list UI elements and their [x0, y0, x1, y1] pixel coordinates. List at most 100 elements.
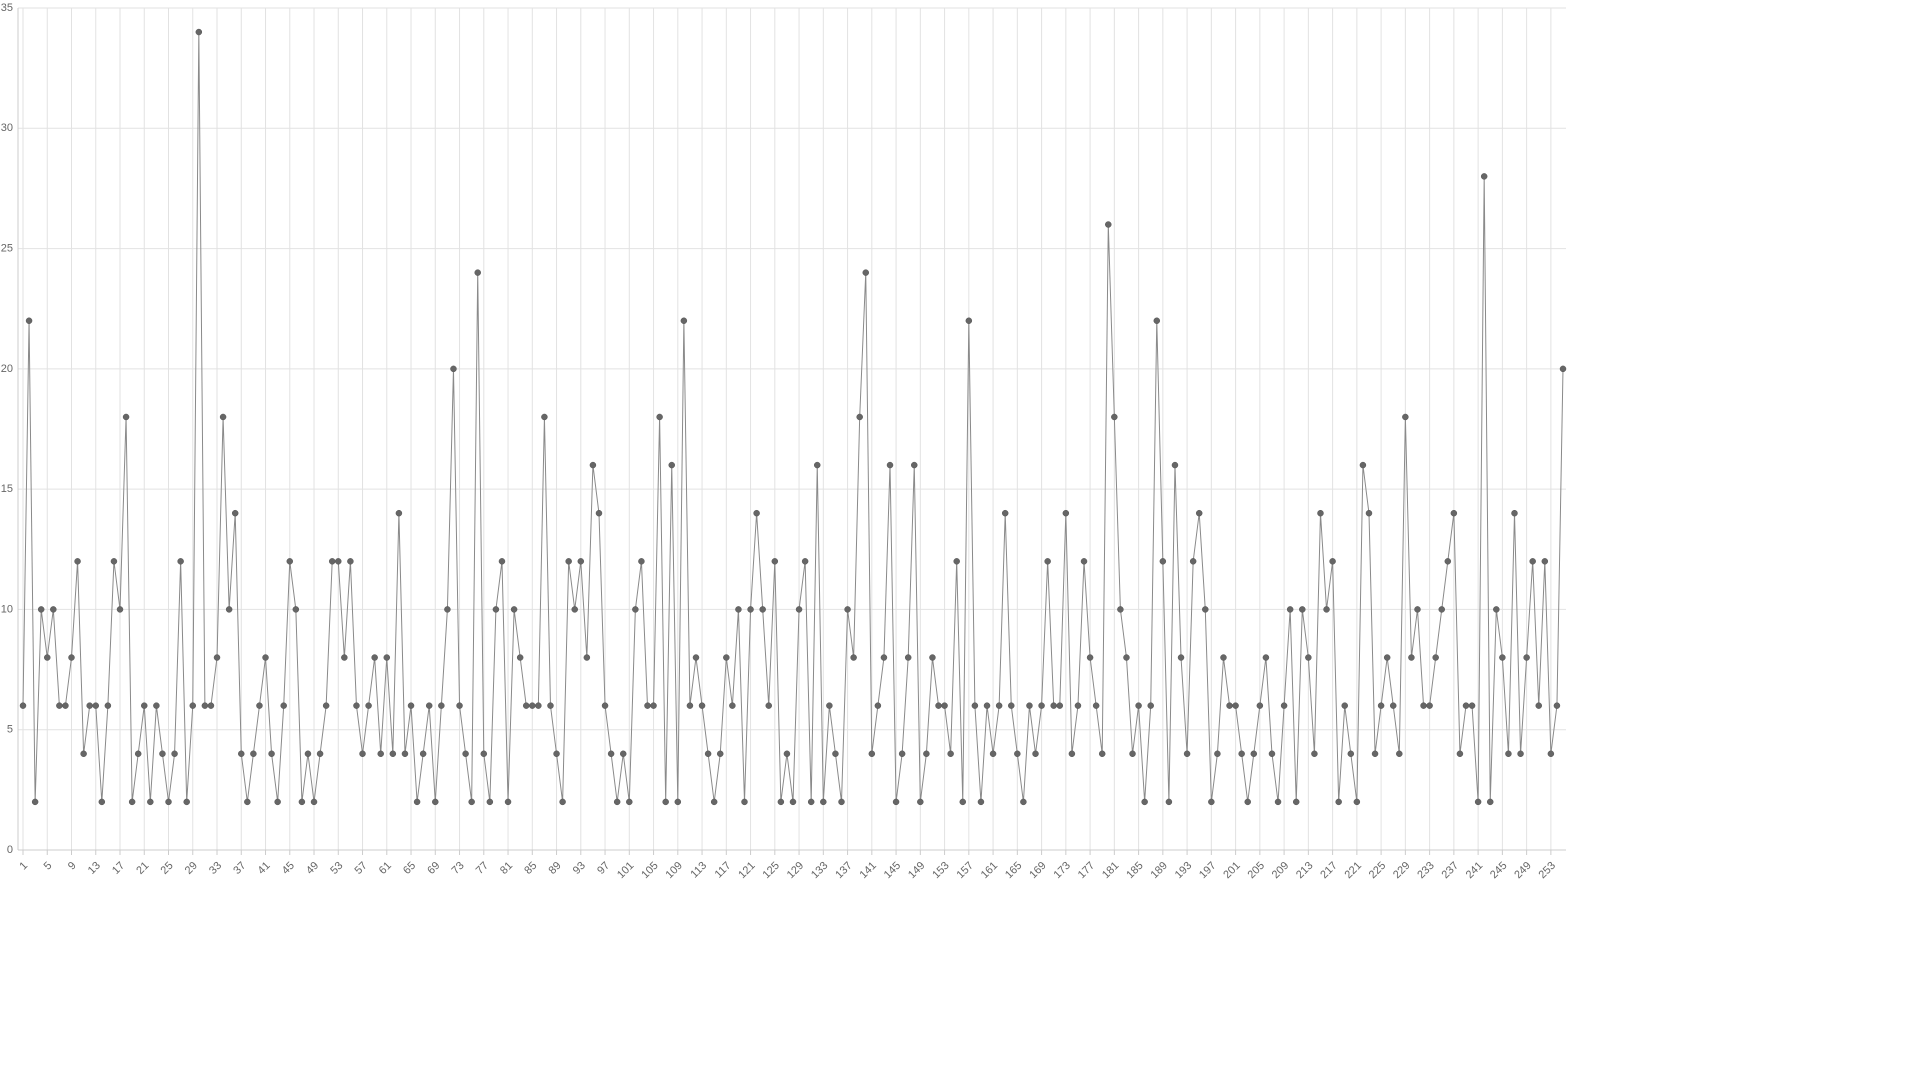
data-point	[735, 606, 742, 613]
data-point	[977, 798, 985, 806]
data-point	[814, 461, 821, 469]
data-point	[1402, 413, 1409, 421]
data-point	[1014, 750, 1021, 758]
y-tick-label: 0	[7, 844, 13, 856]
data-point	[1414, 606, 1421, 613]
x-tick-label: 5	[42, 860, 55, 873]
data-point	[419, 750, 427, 758]
data-point	[207, 702, 215, 709]
data-point	[929, 654, 936, 661]
data-point	[353, 702, 360, 709]
data-point	[104, 702, 112, 709]
x-tick-label: 125	[761, 860, 782, 881]
data-point	[1232, 702, 1239, 709]
x-tick-label: 73	[450, 860, 467, 877]
data-point	[1359, 461, 1367, 469]
data-point	[413, 798, 421, 806]
data-point	[310, 798, 318, 806]
data-point	[383, 654, 391, 661]
x-tick-label: 185	[1124, 860, 1145, 881]
data-point	[86, 702, 93, 709]
data-point	[1238, 750, 1245, 758]
data-point	[1117, 606, 1124, 613]
data-point	[407, 702, 415, 709]
data-point	[68, 654, 75, 661]
data-point	[995, 702, 1003, 709]
data-point	[316, 750, 324, 758]
data-point	[159, 750, 166, 758]
data-point	[389, 750, 397, 758]
data-point	[456, 702, 463, 709]
data-point	[650, 702, 657, 709]
data-point	[565, 558, 572, 565]
data-point	[298, 798, 306, 806]
x-tick-label: 17	[110, 860, 127, 877]
data-point	[328, 558, 336, 565]
data-point	[80, 750, 87, 758]
data-point	[656, 413, 663, 421]
data-point	[638, 558, 645, 565]
data-point	[844, 606, 851, 613]
data-point	[698, 702, 706, 709]
data-point	[577, 558, 585, 565]
data-point	[74, 558, 81, 565]
data-point	[1299, 606, 1306, 613]
data-point	[971, 702, 979, 709]
x-tick-label: 33	[207, 860, 224, 877]
data-point	[1147, 702, 1154, 709]
data-point	[213, 654, 221, 661]
data-point	[1438, 606, 1445, 613]
data-point	[238, 750, 245, 758]
data-point	[1365, 509, 1373, 517]
x-tick-label: 197	[1197, 860, 1218, 881]
data-point	[492, 606, 500, 613]
data-point	[122, 413, 130, 421]
data-point	[19, 702, 27, 709]
data-point	[474, 269, 481, 276]
data-point	[547, 702, 554, 709]
data-point	[1020, 798, 1027, 806]
x-tick-label: 85	[522, 860, 539, 877]
x-tick-label: 81	[498, 860, 515, 877]
data-point	[1432, 654, 1439, 661]
data-point	[626, 798, 633, 806]
data-point	[1141, 798, 1148, 806]
x-tick-label: 249	[1512, 860, 1533, 881]
data-point	[1086, 654, 1094, 661]
y-tick-label: 25	[1, 242, 13, 254]
data-point	[365, 702, 372, 709]
data-point	[1420, 702, 1427, 709]
data-point	[25, 317, 33, 324]
data-point	[1189, 558, 1197, 565]
data-point	[1341, 702, 1348, 709]
data-point	[438, 702, 445, 709]
data-point	[983, 702, 991, 709]
data-point	[1062, 509, 1070, 517]
data-point	[923, 750, 930, 758]
data-point	[231, 509, 239, 517]
data-point	[56, 702, 63, 709]
data-point	[607, 750, 615, 758]
data-point	[1480, 173, 1488, 180]
y-tick-label: 5	[7, 724, 13, 736]
data-point	[432, 798, 439, 806]
x-tick-label: 221	[1343, 860, 1364, 881]
data-point	[244, 798, 251, 806]
data-point	[1486, 798, 1494, 806]
data-point	[1559, 365, 1567, 373]
x-tick-label: 117	[713, 860, 734, 881]
data-point	[1541, 558, 1549, 565]
x-tick-label: 45	[280, 860, 297, 877]
x-tick-label: 1	[17, 860, 30, 873]
data-point	[1329, 558, 1336, 565]
data-point	[1111, 413, 1118, 421]
data-point	[401, 750, 409, 758]
data-point	[765, 702, 772, 709]
data-point	[1256, 702, 1264, 709]
data-point	[1001, 509, 1009, 517]
data-point	[856, 413, 863, 421]
data-point	[480, 750, 488, 758]
data-point	[686, 702, 694, 709]
data-point	[619, 750, 627, 758]
x-tick-label: 253	[1537, 860, 1558, 881]
